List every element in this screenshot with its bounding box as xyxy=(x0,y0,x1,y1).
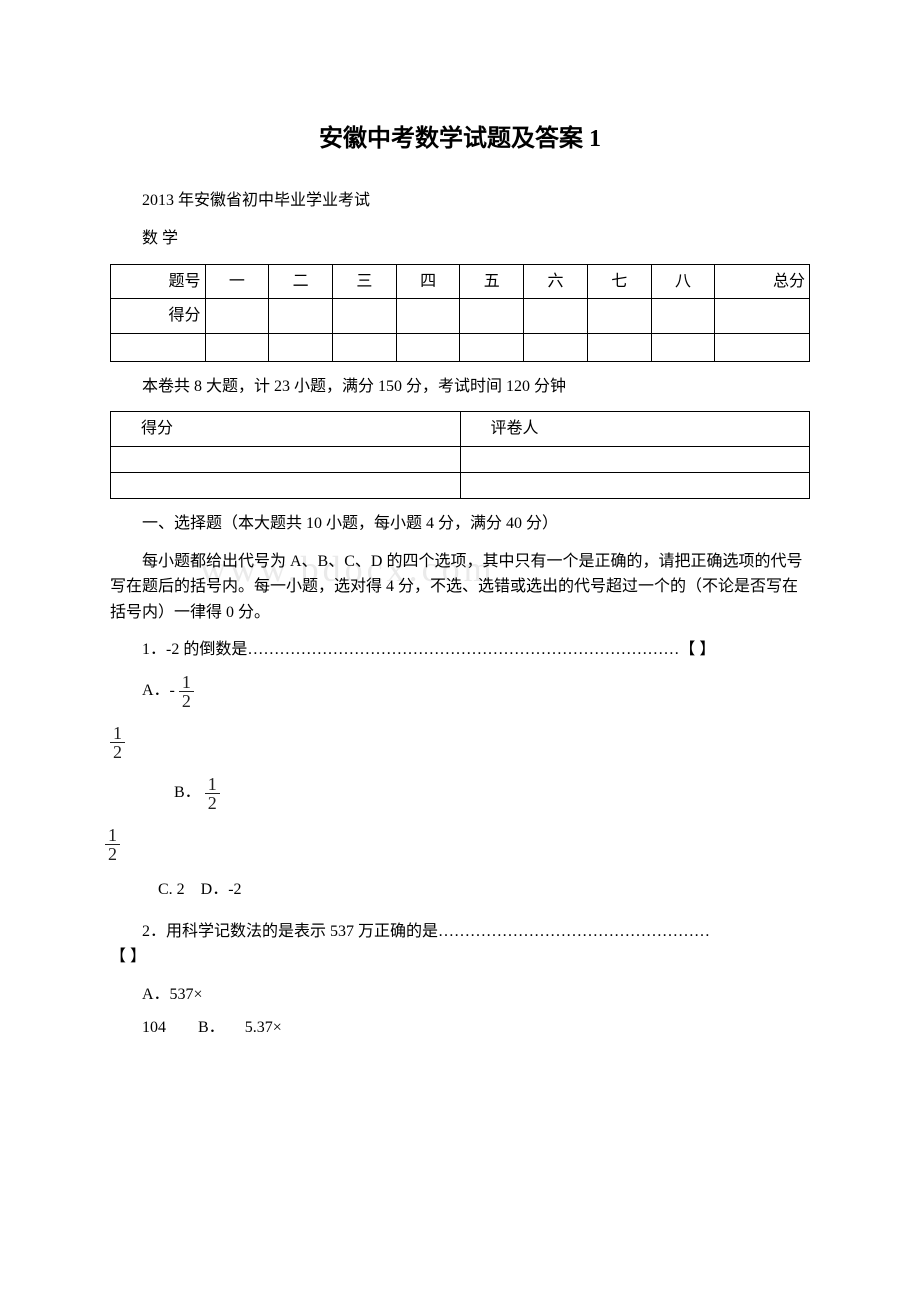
fraction-icon: 12 xyxy=(179,673,194,710)
table-row xyxy=(111,472,810,498)
q2-option-a: A．537× xyxy=(142,982,810,1008)
cell xyxy=(111,472,461,498)
cell xyxy=(332,333,396,361)
table-row xyxy=(111,333,810,361)
cell xyxy=(111,446,461,472)
q2-line2: 104 B． 5.37× xyxy=(142,1015,810,1041)
q1-option-b: B． 12 xyxy=(174,775,810,812)
cell xyxy=(715,299,810,334)
cell xyxy=(460,299,524,334)
cell xyxy=(651,299,715,334)
cell xyxy=(396,333,460,361)
option-label: B． xyxy=(174,784,201,801)
cell xyxy=(715,333,810,361)
cell xyxy=(205,333,269,361)
cell-label: 得分 xyxy=(111,299,206,334)
q2-exp: 104 xyxy=(142,1019,166,1036)
cell: 四 xyxy=(396,264,460,299)
option-d-label: D．-2 xyxy=(201,881,242,898)
cell xyxy=(205,299,269,334)
fraction-icon: 12 xyxy=(110,724,125,761)
cell: 三 xyxy=(332,264,396,299)
cell xyxy=(524,333,588,361)
option-c-label: C. 2 xyxy=(158,881,185,898)
cell: 八 xyxy=(651,264,715,299)
question-1-stem: 1．-2 的倒数是………………………………………………………………………【 】 xyxy=(110,637,810,663)
q1-option-cd: C. 2 D．-2 xyxy=(158,877,810,903)
cell-total: 总分 xyxy=(715,264,810,299)
fraction-standalone: 12 xyxy=(105,826,810,863)
fraction-standalone: 12 xyxy=(110,724,810,761)
score-table: 题号 一 二 三 四 五 六 七 八 总分 得分 xyxy=(110,264,810,362)
q2-optb-label: B． xyxy=(198,1019,225,1036)
cell-header: 得分 xyxy=(111,412,461,447)
cell xyxy=(396,299,460,334)
table-row: 题号 一 二 三 四 五 六 七 八 总分 xyxy=(111,264,810,299)
q2-optb-val: 5.37× xyxy=(245,1019,282,1036)
table-row: 得分 xyxy=(111,299,810,334)
cell xyxy=(587,333,651,361)
section-title: 一、选择题（本大题共 10 小题，每小题 4 分，满分 40 分） xyxy=(110,511,810,537)
section-desc: 每小题都给出代号为 A、B、C、D 的四个选项，其中只有一个是正确的，请把正确选… xyxy=(110,549,810,626)
table-row: 得分 评卷人 xyxy=(111,412,810,447)
q1-option-a: A．- 12 xyxy=(142,673,810,710)
cell xyxy=(269,333,333,361)
cell xyxy=(651,333,715,361)
question-2-stem: 2．用科学记数法的是表示 537 万正确的是…………………………………………… … xyxy=(110,919,810,970)
fraction-icon: 12 xyxy=(205,775,220,812)
cell xyxy=(587,299,651,334)
cell-label: 题号 xyxy=(111,264,206,299)
q2-text: 2．用科学记数法的是表示 537 万正确的是…………………………………………… xyxy=(142,923,710,940)
exam-info: 本卷共 8 大题，计 23 小题，满分 150 分，考试时间 120 分钟 xyxy=(110,374,810,400)
grader-table: 得分 评卷人 xyxy=(110,411,810,499)
cell-header: 评卷人 xyxy=(460,412,810,447)
fraction-icon: 12 xyxy=(105,826,120,863)
cell: 二 xyxy=(269,264,333,299)
q2-bracket: 【 】 xyxy=(110,948,146,965)
cell xyxy=(524,299,588,334)
option-label: A．- xyxy=(142,682,175,699)
subtitle: 2013 年安徽省初中毕业学业考试 xyxy=(110,188,810,214)
document-title: 安徽中考数学试题及答案 1 xyxy=(110,120,810,158)
subject: 数 学 xyxy=(110,226,810,252)
cell xyxy=(460,333,524,361)
cell xyxy=(460,472,810,498)
cell xyxy=(111,333,206,361)
cell xyxy=(269,299,333,334)
cell xyxy=(460,446,810,472)
cell: 一 xyxy=(205,264,269,299)
cell: 五 xyxy=(460,264,524,299)
cell: 六 xyxy=(524,264,588,299)
cell: 七 xyxy=(587,264,651,299)
table-row xyxy=(111,446,810,472)
cell xyxy=(332,299,396,334)
